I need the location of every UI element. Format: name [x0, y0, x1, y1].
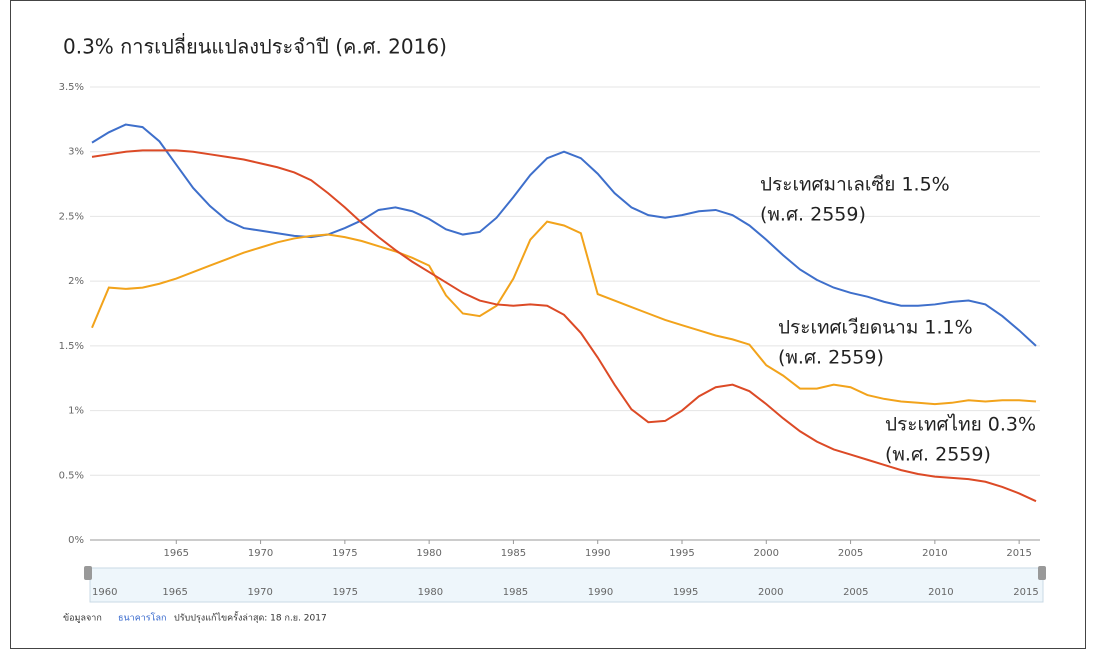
y-tick-label: 2%: [68, 276, 84, 287]
timeline-tick-label: 2010: [928, 587, 953, 598]
timeline-tick-label: 2015: [1013, 587, 1038, 598]
series-line: [91, 149, 1037, 503]
timeline-tick-label: 1985: [503, 587, 528, 598]
y-tick-label: 3.5%: [59, 82, 84, 93]
x-tick-label: 2005: [838, 548, 863, 559]
x-tick-label: 1970: [248, 548, 273, 559]
annotation: (พ.ศ. 2559): [885, 444, 991, 466]
annotation: ประเทศมาเลเซีย 1.5%: [760, 174, 950, 196]
x-tick-label: 1980: [416, 548, 441, 559]
timeline-handle[interactable]: [1038, 566, 1046, 580]
updated-note: ปรับปรุงแก้ไขครั้งล่าสุด: 18 ก.ย. 2017: [174, 611, 327, 624]
y-tick-label: 3%: [68, 147, 84, 158]
timeline-tick-label: 2000: [758, 587, 783, 598]
x-tick-label: 1990: [585, 548, 610, 559]
y-tick-label: 2.5%: [59, 211, 84, 222]
timeline-tick-label: 1960: [92, 587, 117, 598]
x-tick-label: 1975: [332, 548, 357, 559]
timeline-tick-label: 1970: [247, 587, 272, 598]
timeline-tick-label: 1965: [162, 587, 187, 598]
timeline[interactable]: [89, 567, 1044, 603]
y-tick-label: 1.5%: [59, 341, 84, 352]
timeline-tick-label: 2005: [843, 587, 868, 598]
timeline-tick-label: 1990: [588, 587, 613, 598]
series-line: [91, 220, 1037, 406]
x-tick-label: 1985: [501, 548, 526, 559]
source-link[interactable]: ธนาคารโลก: [118, 613, 166, 624]
annotation: ประเทศเวียดนาม 1.1%: [778, 317, 973, 339]
annotation: (พ.ศ. 2559): [778, 347, 884, 369]
series-line: [91, 123, 1037, 347]
timeline-handle[interactable]: [84, 566, 92, 580]
annotation: (พ.ศ. 2559): [760, 204, 866, 226]
x-tick-label: 2000: [754, 548, 779, 559]
chart-title: 0.3% การเปลี่ยนแปลงประจำปี (ค.ศ. 2016): [63, 33, 447, 59]
y-tick-label: 0.5%: [59, 470, 84, 481]
y-tick-label: 1%: [68, 406, 84, 417]
source-prefix: ข้อมูลจาก: [63, 613, 102, 624]
y-tick-label: 0%: [68, 535, 84, 546]
x-tick-label: 2015: [1006, 548, 1031, 559]
timeline-tick-label: 1975: [333, 587, 358, 598]
timeline-tick-label: 1980: [418, 587, 443, 598]
annotation: ประเทศไทย 0.3%: [885, 414, 1036, 436]
x-tick-label: 1965: [164, 548, 189, 559]
timeline-tick-label: 1995: [673, 587, 698, 598]
x-tick-label: 1995: [669, 548, 694, 559]
x-tick-label: 2010: [922, 548, 947, 559]
